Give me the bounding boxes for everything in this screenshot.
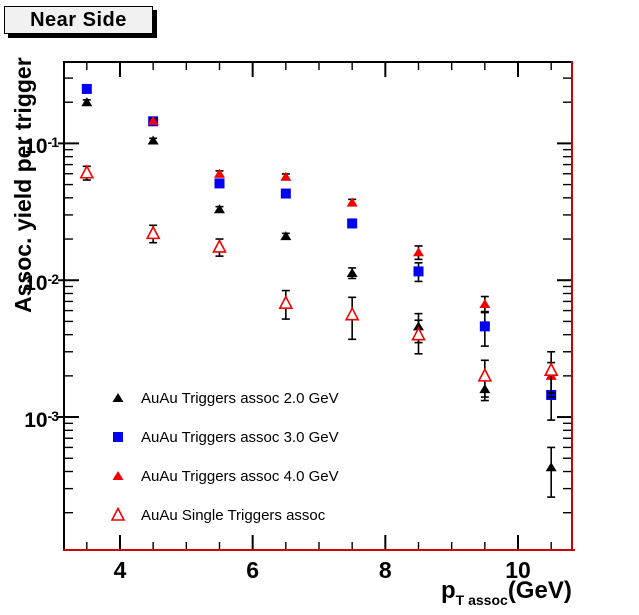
legend-label: AuAu Triggers assoc 4.0 GeV: [141, 467, 339, 485]
x-axis-title-main: p: [441, 577, 456, 604]
filled-triangle-red-icon: [112, 471, 124, 480]
y-tick-label: 10-2: [24, 271, 59, 296]
x-axis-title-unit: (GeV): [507, 577, 572, 604]
legend-item-auau-triggers-4gev: AuAu Triggers assoc 4.0 GeV: [105, 466, 339, 486]
legend-label: AuAu Single Triggers assoc: [141, 506, 326, 524]
plot-title: Near Side: [30, 8, 127, 31]
x-axis-title-sub: T assoc: [455, 592, 508, 608]
legend-item-auau-triggers-2gev: AuAu Triggers assoc 2.0 GeV: [105, 388, 339, 408]
legend-item-auau-single-triggers: AuAu Single Triggers assoc: [105, 505, 339, 525]
plot-title-box: Near Side: [4, 6, 153, 34]
legend-label: AuAu Triggers assoc 2.0 GeV: [141, 389, 339, 407]
filled-triangle-black-icon: [112, 393, 124, 402]
x-tick-label: 8: [378, 557, 392, 583]
right-axis-line: [571, 61, 573, 551]
x-axis-title: pT assoc(GeV): [441, 577, 572, 608]
filled-square-blue-icon: [113, 432, 123, 442]
open-triangle-red-icon: [110, 507, 126, 521]
y-tick-label: 10-1: [24, 134, 59, 159]
legend-label: AuAu Triggers assoc 3.0 GeV: [141, 428, 339, 446]
x-axis-line: [63, 549, 575, 551]
x-tick-label: 4: [113, 557, 127, 583]
y-tick-label: 10-3: [24, 408, 59, 433]
legend: AuAu Triggers assoc 2.0 GeV AuAu Trigger…: [105, 388, 339, 544]
x-tick-label: 10: [505, 557, 531, 583]
x-tick-label: 6: [246, 557, 260, 583]
legend-item-auau-triggers-3gev: AuAu Triggers assoc 3.0 GeV: [105, 427, 339, 447]
